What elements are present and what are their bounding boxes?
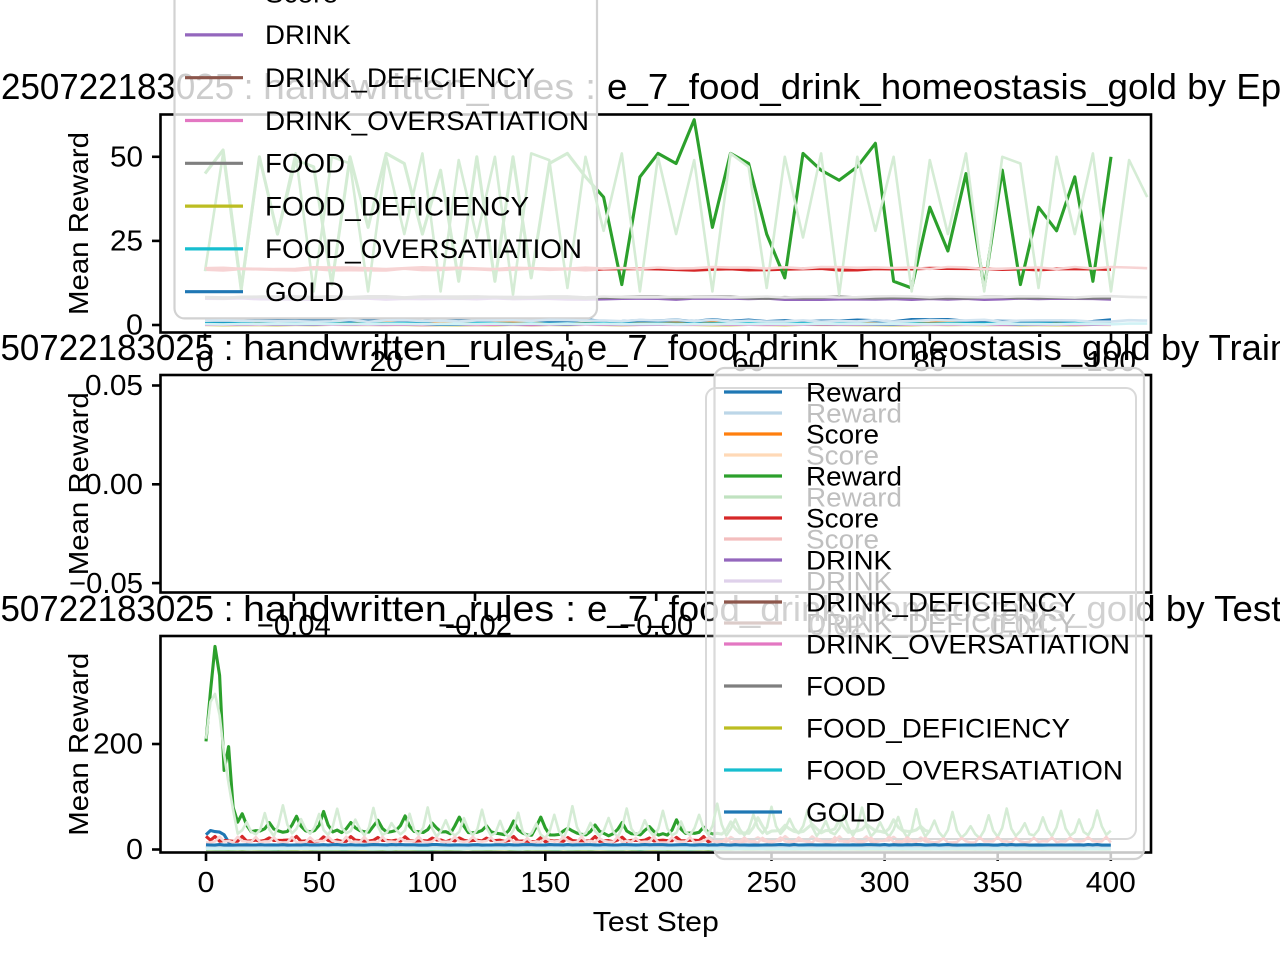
svg-text:0: 0 (197, 346, 214, 378)
svg-text:Mean Reward: Mean Reward (63, 392, 94, 575)
svg-text:20250722183025 :: 20250722183025 : (0, 327, 243, 368)
svg-text:DRINK_DEFICIENCY: DRINK_DEFICIENCY (806, 608, 1076, 638)
svg-text:DRINK_DEFICIENCY: DRINK_DEFICIENCY (806, 587, 1076, 617)
svg-text:handwritten_rules :: handwritten_rules : (243, 588, 587, 629)
svg-text:200: 200 (93, 729, 143, 761)
svg-text:−0.05: −0.05 (69, 568, 143, 600)
svg-text:Reward: Reward (806, 461, 902, 491)
svg-text:DRINK_OVERSATIATION: DRINK_OVERSATIATION (806, 629, 1130, 659)
svg-text:e_7_food_drink_homeostasis_gol: e_7_food_drink_homeostasis_gold by Episo… (607, 66, 1280, 107)
svg-text:0: 0 (126, 834, 143, 866)
svg-text:e_7_food_drink_homeostasis_gol: e_7_food_drink_homeostasis_gold by Train… (587, 327, 1280, 368)
svg-text:150: 150 (520, 867, 570, 899)
svg-text:Score: Score (806, 524, 879, 554)
svg-text:Mean Reward: Mean Reward (63, 132, 94, 315)
svg-text:GOLD: GOLD (806, 797, 885, 827)
svg-text:DRINK_OVERSATIATION: DRINK_OVERSATIATION (265, 106, 589, 136)
svg-text:200: 200 (633, 867, 683, 899)
svg-text:FOOD_DEFICIENCY: FOOD_DEFICIENCY (265, 191, 529, 221)
svg-text:Score: Score (806, 503, 879, 533)
svg-text:handwritten_rules :: handwritten_rules : (243, 327, 587, 368)
svg-text:350: 350 (973, 867, 1023, 899)
svg-text:DRINK: DRINK (806, 566, 892, 596)
svg-text:0.04: 0.04 (990, 610, 1048, 642)
svg-text:0: 0 (126, 310, 143, 342)
svg-text:Test Step: Test Step (593, 906, 719, 937)
svg-text:0.05: 0.05 (85, 370, 143, 402)
svg-text:0.02: 0.02 (809, 610, 867, 642)
svg-text:Reward: Reward (806, 398, 902, 428)
svg-text:DRINK: DRINK (806, 545, 892, 575)
svg-text:300: 300 (860, 867, 910, 899)
svg-text:DRINK: DRINK (265, 20, 351, 50)
svg-text:FOOD: FOOD (265, 149, 345, 179)
svg-text:250: 250 (747, 867, 797, 899)
svg-text:20250722183025 :: 20250722183025 : (0, 588, 243, 629)
svg-text:Mean Reward: Mean Reward (63, 653, 94, 836)
svg-text:50: 50 (303, 867, 336, 899)
svg-text:Reward: Reward (806, 377, 902, 407)
svg-text:FOOD_DEFICIENCY: FOOD_DEFICIENCY (806, 713, 1070, 743)
svg-text:Score: Score (265, 0, 338, 8)
svg-text:DRINK_DEFICIENCY: DRINK_DEFICIENCY (265, 63, 535, 93)
svg-text:GOLD: GOLD (265, 277, 344, 307)
svg-text:50: 50 (110, 142, 143, 174)
svg-text:Reward: Reward (806, 482, 902, 512)
svg-text:FOOD_OVERSATIATION: FOOD_OVERSATIATION (806, 755, 1123, 785)
svg-text:FOOD_OVERSATIATION: FOOD_OVERSATIATION (265, 234, 582, 264)
svg-text:20: 20 (370, 346, 403, 378)
svg-text:0: 0 (198, 867, 215, 899)
svg-text:25: 25 (110, 226, 143, 258)
svg-text:Score: Score (806, 440, 879, 470)
svg-text:400: 400 (1086, 867, 1136, 899)
svg-text:40: 40 (551, 346, 584, 378)
svg-text:Score: Score (806, 419, 879, 449)
svg-text:0.00: 0.00 (85, 469, 143, 501)
svg-text:100: 100 (407, 867, 457, 899)
svg-text:FOOD: FOOD (806, 671, 886, 701)
